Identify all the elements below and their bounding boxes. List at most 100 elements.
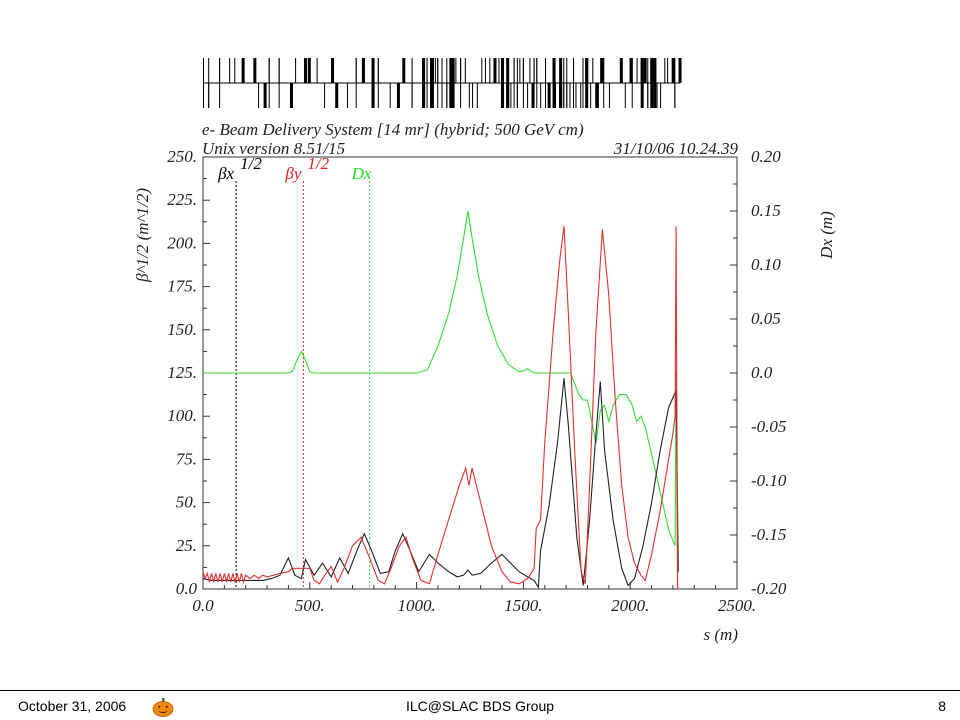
lattice-magnet	[441, 58, 443, 108]
footer-page-number: 8	[938, 698, 946, 714]
lattice-magnet	[203, 58, 204, 108]
lattice-magnet	[536, 58, 538, 108]
lattice-magnet	[411, 58, 413, 108]
lattice-magnet	[650, 58, 654, 108]
legend-entry: Dx	[351, 164, 372, 183]
footer-group: ILC@SLAC BDS Group	[405, 698, 555, 714]
series-line-betay	[202, 226, 679, 590]
lattice-magnet	[449, 58, 453, 108]
lattice-magnet	[603, 58, 605, 108]
y-right-tick-label: 0.15	[751, 201, 781, 220]
lattice-magnet	[263, 83, 267, 108]
y-right-label: Dx (m)	[817, 211, 836, 260]
lattice-strip	[203, 58, 682, 108]
x-tick-label: 2000.	[611, 596, 649, 615]
lattice-magnet	[552, 58, 556, 108]
lattice-magnet	[331, 58, 335, 83]
lattice-magnet	[671, 58, 675, 83]
y-right-tick-label: -0.20	[751, 579, 787, 598]
lattice-magnet	[656, 83, 658, 108]
lattice-magnet	[667, 58, 669, 83]
lattice-magnet	[519, 58, 521, 83]
lattice-magnet	[451, 58, 455, 108]
lattice-magnet	[580, 83, 582, 108]
lattice-magnet	[533, 58, 535, 108]
y-left-tick-label: 25.	[176, 536, 197, 555]
lattice-magnet	[422, 58, 426, 108]
lattice-magnet	[529, 58, 531, 83]
lattice-magnet	[566, 58, 568, 108]
lattice-magnet	[563, 58, 565, 108]
footer-divider	[0, 690, 960, 691]
series-group	[202, 210, 679, 590]
lattice-magnet	[316, 58, 318, 83]
lattice-magnet	[303, 58, 307, 83]
y-right-tick-label: 0.10	[751, 255, 781, 274]
y-right-tick-label: 0.0	[751, 363, 773, 382]
lattice-magnet	[430, 58, 434, 108]
lattice-magnet	[481, 58, 483, 83]
lattice-magnet	[664, 58, 666, 83]
lattice-magnet	[555, 83, 557, 108]
lattice-magnet	[590, 83, 592, 108]
legend: βx 1/2 βy 1/2 Dx	[217, 154, 372, 589]
lattice-magnet	[498, 58, 500, 83]
y-left-tick-label: 175.	[167, 277, 197, 296]
lattice-magnet	[278, 58, 280, 108]
chart-subtitle-left: Unix version 8.51/15	[202, 139, 345, 158]
lattice-magnet	[346, 83, 348, 108]
lattice-magnet	[434, 58, 436, 83]
lattice-magnet	[619, 58, 623, 83]
legend-entry: βx	[217, 164, 234, 183]
y-left-tick-label: 250.	[167, 147, 197, 166]
lattice-magnet	[513, 58, 515, 108]
lattice-magnet	[674, 58, 676, 108]
x-tick-label: 1500.	[504, 596, 542, 615]
lattice-magnet	[219, 58, 221, 108]
x-axis-label: s (m)	[704, 625, 739, 644]
lattice-magnet	[307, 58, 311, 83]
y-right-tick-label: 0.05	[751, 309, 781, 328]
footer-date: October 31, 2006	[18, 698, 127, 714]
lattice-magnet	[355, 58, 357, 108]
chart-title: e- Beam Delivery System [14 mr] (hybrid;…	[202, 120, 584, 139]
y-left-tick-label: 75.	[176, 449, 197, 468]
legend-entry-sup: 1/2	[240, 154, 262, 173]
lattice-magnet	[643, 58, 647, 83]
x-tick-label: 0.0	[192, 596, 214, 615]
lattice-magnet	[631, 58, 633, 108]
lattice-magnet	[636, 58, 638, 83]
lattice-magnet	[660, 83, 662, 108]
lattice-magnet	[624, 83, 626, 108]
lattice-magnet	[241, 58, 245, 83]
lattice-magnet	[503, 58, 505, 108]
lattice-magnet	[402, 58, 406, 83]
lattice-magnet	[234, 58, 236, 83]
lattice-magnet	[559, 58, 563, 108]
left-axis: 0.0 25. 50. 75. 100. 125. 150. 175. 200. 225. 250.	[167, 147, 210, 598]
lattice-magnet	[472, 83, 474, 108]
y-right-tick-label: 0.20	[751, 147, 781, 166]
lattice-magnet	[647, 58, 649, 108]
lattice-magnet	[484, 58, 486, 83]
lattice-magnet	[426, 58, 428, 108]
y-left-label: β^1/2 (m^1/2)	[133, 188, 152, 283]
series-line-betax	[202, 378, 679, 590]
lattice-magnet	[377, 58, 379, 108]
lattice-magnet	[229, 58, 231, 83]
y-left-tick-label: 100.	[167, 406, 197, 425]
lattice-magnet	[268, 58, 270, 108]
lattice-magnet	[289, 83, 293, 108]
lattice-magnet	[476, 83, 478, 108]
y-left-label-text: β^1/2 (m^1/2)	[133, 188, 152, 283]
lattice-magnet	[522, 58, 524, 108]
lattice-magnet	[592, 58, 594, 83]
lattice-magnet	[437, 58, 439, 108]
lattice-magnet	[595, 83, 599, 108]
series-line-dx	[203, 210, 679, 590]
bottom-axis: 0.0 500. 1000. 1500. 2000. 2500.	[192, 582, 756, 615]
lattice-magnet	[361, 58, 365, 83]
lattice-magnet	[510, 83, 512, 108]
lattice-magnet	[493, 58, 497, 83]
x-tick-label: 500.	[295, 596, 325, 615]
